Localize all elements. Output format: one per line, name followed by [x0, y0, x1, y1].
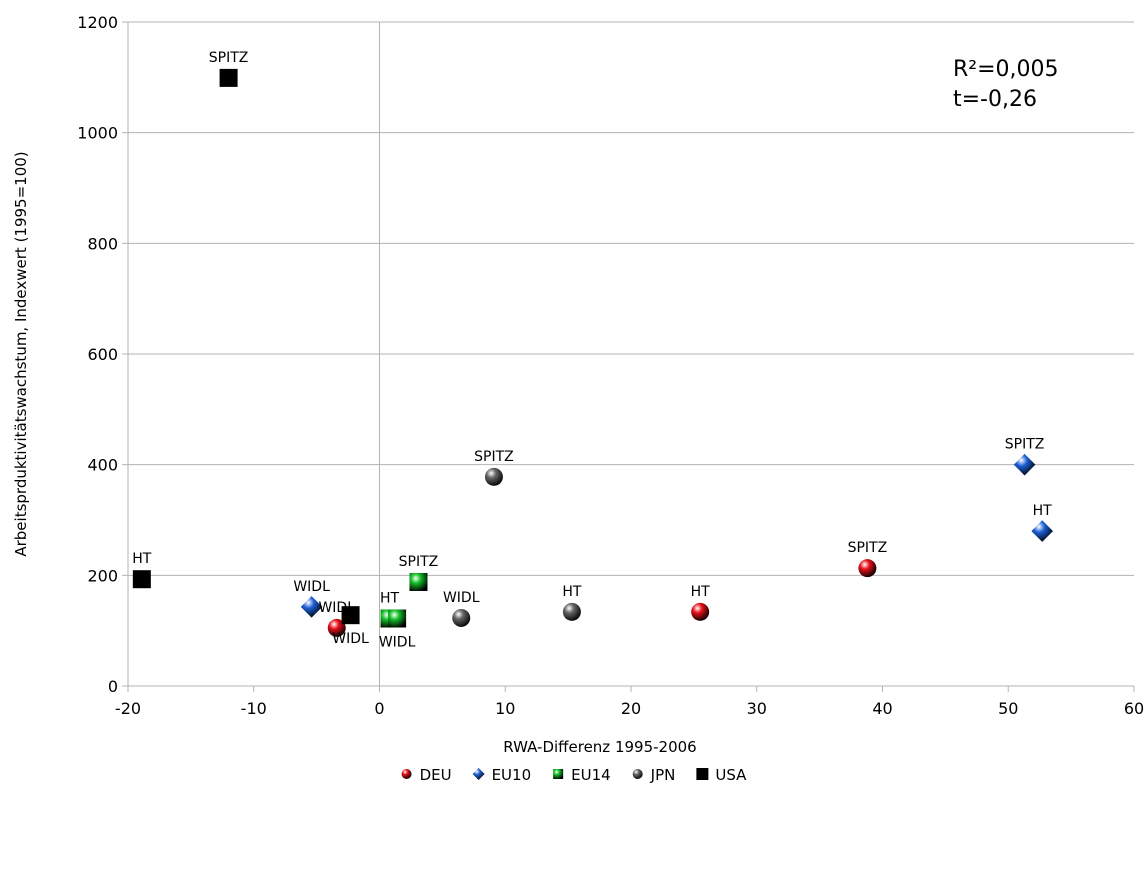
- legend-marker: [472, 768, 485, 780]
- marker: [691, 602, 710, 621]
- x-tick-label: 60: [1124, 699, 1144, 718]
- legend-marker: [553, 769, 564, 779]
- legend-label: EU14: [571, 766, 611, 784]
- annotation: R²=0,005: [953, 57, 1059, 82]
- x-tick-label: 10: [495, 699, 515, 718]
- point-label: WIDL: [443, 590, 480, 606]
- marker: [1031, 520, 1054, 542]
- point-label: WIDL: [379, 634, 416, 650]
- marker: [409, 572, 428, 591]
- marker: [484, 467, 503, 486]
- marker: [327, 618, 346, 637]
- x-tick-label: 0: [374, 699, 384, 718]
- y-tick-label: 0: [108, 677, 118, 696]
- point-label: SPITZ: [848, 540, 888, 556]
- y-tick-label: 400: [87, 456, 118, 475]
- point-label: SPITZ: [209, 50, 249, 66]
- marker: [388, 609, 407, 628]
- legend-label: JPN: [650, 766, 676, 784]
- point-label: SPITZ: [399, 554, 439, 570]
- marker: [858, 559, 877, 578]
- x-tick-label: 30: [747, 699, 767, 718]
- y-tick-label: 1000: [77, 124, 118, 143]
- y-tick-label: 600: [87, 345, 118, 364]
- legend-label: USA: [715, 766, 747, 784]
- point-label: HT: [380, 590, 400, 606]
- point-label: WIDL: [293, 579, 330, 595]
- point-label: HT: [132, 551, 152, 567]
- marker: [1013, 453, 1036, 476]
- x-tick-label: -20: [115, 699, 141, 718]
- marker: [341, 606, 360, 625]
- legend-marker: [632, 769, 643, 779]
- marker: [132, 570, 151, 589]
- y-tick-label: 200: [87, 566, 118, 585]
- point-label: SPITZ: [1005, 437, 1045, 453]
- point-label: SPITZ: [474, 449, 514, 465]
- legend-marker: [696, 768, 709, 780]
- y-axis-title: Arbeitsprduktivitätswachstum, Indexwert …: [12, 151, 30, 556]
- x-tick-label: 20: [621, 699, 641, 718]
- x-axis-title: RWA-Differenz 1995-2006: [503, 738, 696, 756]
- point-label: WIDL: [332, 631, 369, 647]
- x-tick-label: 50: [998, 699, 1018, 718]
- point-label: HT: [691, 584, 711, 600]
- marker: [452, 608, 471, 627]
- marker: [219, 68, 238, 87]
- marker: [562, 602, 581, 621]
- legend-marker: [401, 769, 412, 779]
- legend-label: DEU: [420, 766, 452, 784]
- legend-label: EU10: [492, 766, 532, 784]
- y-tick-label: 800: [87, 234, 118, 253]
- annotation: t=-0,26: [953, 87, 1037, 112]
- y-tick-label: 1200: [77, 13, 118, 32]
- point-label: HT: [1033, 503, 1053, 519]
- x-tick-label: 40: [872, 699, 892, 718]
- marker: [300, 596, 323, 618]
- x-tick-label: -10: [241, 699, 267, 718]
- point-label: HT: [562, 584, 582, 600]
- point-label: WIDL: [318, 600, 355, 616]
